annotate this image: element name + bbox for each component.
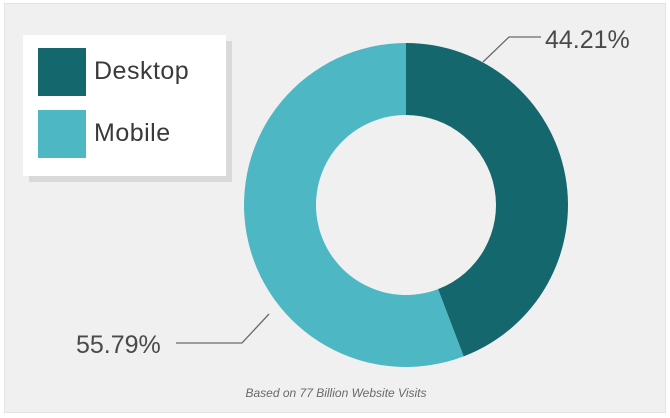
legend-swatch-desktop [38,48,86,96]
legend-item-desktop: Desktop [38,48,218,96]
leader-line-desktop [482,36,541,63]
donut-chart: 44.21% 55.79% [76,26,630,367]
data-label-mobile: 55.79% [76,331,161,359]
legend-label-mobile: Mobile [94,119,171,147]
legend-swatch-mobile [38,110,86,158]
donut-slice-desktop [406,43,568,357]
chart-legend: Desktop Mobile [23,35,226,176]
chart-footnote: Based on 77 Billion Website Visits [245,386,427,400]
legend-label-desktop: Desktop [94,57,190,85]
donut-slice-mobile [243,43,464,367]
leader-line-mobile [176,313,270,344]
chart-panel: Desktop Mobile 44.21% 55.79% Based on 77… [4,3,666,413]
data-label-desktop: 44.21% [545,26,630,54]
legend-item-mobile: Mobile [38,110,218,158]
